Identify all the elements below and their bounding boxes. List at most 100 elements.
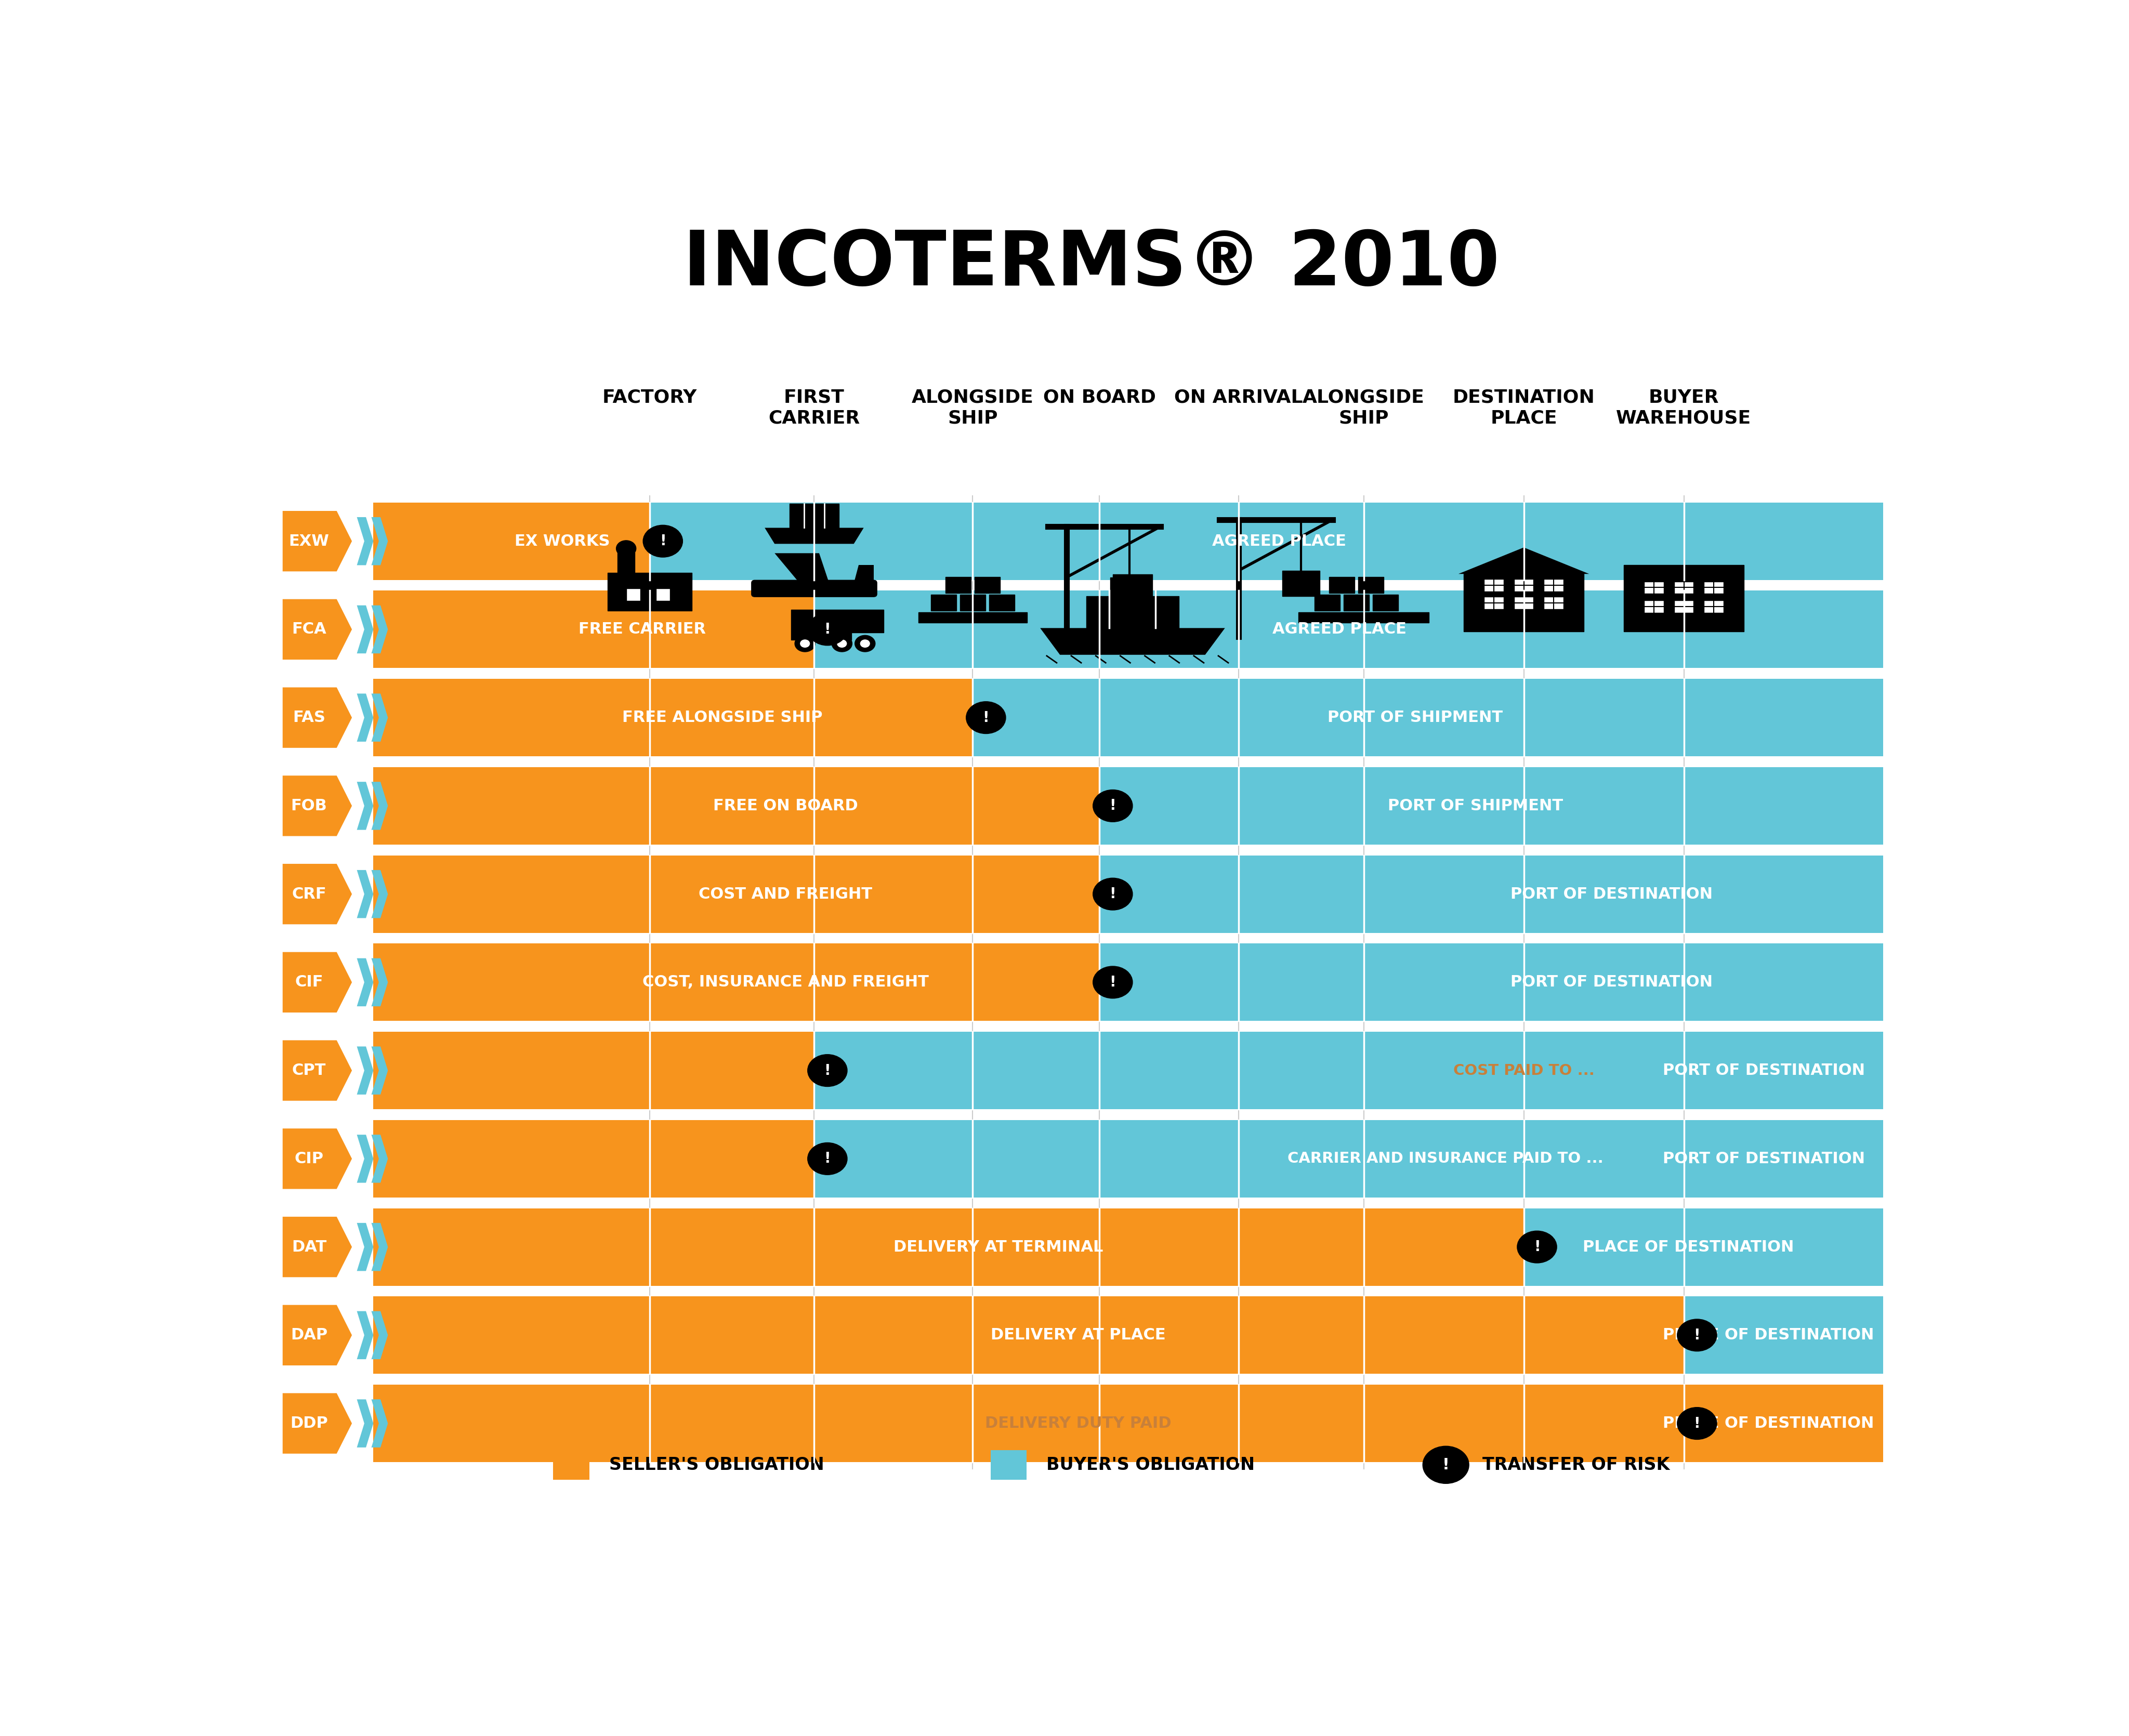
FancyBboxPatch shape bbox=[813, 590, 1882, 668]
FancyBboxPatch shape bbox=[373, 944, 1099, 1021]
FancyBboxPatch shape bbox=[930, 594, 956, 611]
Polygon shape bbox=[283, 1040, 351, 1101]
Circle shape bbox=[1422, 1446, 1469, 1484]
FancyBboxPatch shape bbox=[1624, 566, 1744, 575]
Polygon shape bbox=[358, 1047, 373, 1094]
FancyBboxPatch shape bbox=[617, 552, 634, 573]
Polygon shape bbox=[358, 958, 373, 1007]
Text: CIP: CIP bbox=[294, 1151, 324, 1167]
FancyBboxPatch shape bbox=[1684, 1297, 1882, 1373]
Polygon shape bbox=[370, 606, 387, 653]
FancyBboxPatch shape bbox=[1524, 1208, 1882, 1286]
Text: !: ! bbox=[1441, 1457, 1450, 1472]
Text: FAS: FAS bbox=[292, 710, 326, 726]
FancyBboxPatch shape bbox=[1465, 575, 1584, 632]
Circle shape bbox=[837, 641, 847, 648]
Text: FREE CARRIER: FREE CARRIER bbox=[579, 621, 707, 637]
FancyBboxPatch shape bbox=[945, 576, 971, 594]
FancyBboxPatch shape bbox=[1644, 601, 1663, 613]
FancyBboxPatch shape bbox=[373, 1297, 1684, 1373]
FancyBboxPatch shape bbox=[1099, 767, 1882, 845]
FancyBboxPatch shape bbox=[373, 590, 813, 668]
Circle shape bbox=[1092, 878, 1133, 910]
FancyBboxPatch shape bbox=[373, 679, 973, 757]
FancyBboxPatch shape bbox=[990, 594, 1016, 611]
Circle shape bbox=[807, 1054, 847, 1087]
FancyBboxPatch shape bbox=[1113, 575, 1152, 595]
Text: DDP: DDP bbox=[290, 1417, 328, 1430]
Text: CARRIER AND INSURANCE PAID TO ...: CARRIER AND INSURANCE PAID TO ... bbox=[1288, 1151, 1603, 1167]
Polygon shape bbox=[283, 951, 351, 1012]
FancyBboxPatch shape bbox=[975, 576, 1001, 594]
Text: FREE ON BOARD: FREE ON BOARD bbox=[713, 799, 858, 814]
Text: PORT OF DESTINATION: PORT OF DESTINATION bbox=[1663, 1151, 1865, 1167]
FancyBboxPatch shape bbox=[1644, 582, 1663, 594]
Text: BUYER
WAREHOUSE: BUYER WAREHOUSE bbox=[1616, 389, 1752, 427]
Text: DESTINATION
PLACE: DESTINATION PLACE bbox=[1452, 389, 1595, 427]
Text: SELLER'S OBLIGATION: SELLER'S OBLIGATION bbox=[609, 1457, 824, 1474]
Text: INCOTERMS® 2010: INCOTERMS® 2010 bbox=[683, 227, 1499, 300]
Circle shape bbox=[807, 613, 847, 646]
FancyBboxPatch shape bbox=[1086, 595, 1179, 628]
Polygon shape bbox=[283, 865, 351, 924]
FancyBboxPatch shape bbox=[1514, 580, 1533, 592]
Polygon shape bbox=[283, 599, 351, 660]
Text: !: ! bbox=[1109, 976, 1116, 990]
Polygon shape bbox=[358, 517, 373, 566]
Polygon shape bbox=[358, 870, 373, 918]
Text: COST PAID TO ...: COST PAID TO ... bbox=[1454, 1062, 1595, 1078]
Text: !: ! bbox=[984, 710, 990, 726]
Text: ALONGSIDE
SHIP: ALONGSIDE SHIP bbox=[911, 389, 1035, 427]
FancyBboxPatch shape bbox=[1099, 856, 1882, 932]
Polygon shape bbox=[764, 528, 864, 543]
Text: AGREED PLACE: AGREED PLACE bbox=[1273, 621, 1407, 637]
Polygon shape bbox=[370, 870, 387, 918]
Text: FOB: FOB bbox=[292, 799, 328, 814]
Polygon shape bbox=[1458, 547, 1588, 575]
Polygon shape bbox=[370, 1222, 387, 1271]
Polygon shape bbox=[775, 554, 828, 583]
Circle shape bbox=[1092, 967, 1133, 998]
Text: PLACE OF DESTINATION: PLACE OF DESTINATION bbox=[1663, 1417, 1874, 1430]
FancyBboxPatch shape bbox=[656, 589, 671, 601]
Text: ALONGSIDE
SHIP: ALONGSIDE SHIP bbox=[1303, 389, 1424, 427]
Text: PORT OF DESTINATION: PORT OF DESTINATION bbox=[1509, 974, 1712, 990]
Polygon shape bbox=[370, 1135, 387, 1182]
FancyBboxPatch shape bbox=[1703, 601, 1724, 613]
Polygon shape bbox=[358, 1311, 373, 1359]
Polygon shape bbox=[358, 781, 373, 830]
Polygon shape bbox=[370, 517, 387, 566]
FancyBboxPatch shape bbox=[1484, 580, 1503, 592]
Text: ON BOARD: ON BOARD bbox=[1043, 389, 1156, 406]
Text: BUYER'S OBLIGATION: BUYER'S OBLIGATION bbox=[1047, 1457, 1256, 1474]
FancyBboxPatch shape bbox=[1328, 576, 1354, 594]
Circle shape bbox=[794, 635, 815, 651]
FancyBboxPatch shape bbox=[960, 594, 986, 611]
Circle shape bbox=[1092, 790, 1133, 821]
FancyBboxPatch shape bbox=[852, 609, 884, 632]
FancyBboxPatch shape bbox=[790, 503, 839, 528]
Text: CPT: CPT bbox=[292, 1062, 326, 1078]
Polygon shape bbox=[370, 1047, 387, 1094]
FancyBboxPatch shape bbox=[1514, 597, 1533, 609]
FancyBboxPatch shape bbox=[373, 767, 1099, 845]
Circle shape bbox=[1678, 1319, 1716, 1351]
Circle shape bbox=[967, 701, 1005, 734]
FancyBboxPatch shape bbox=[1624, 575, 1744, 632]
FancyBboxPatch shape bbox=[1673, 601, 1693, 613]
Circle shape bbox=[615, 540, 637, 557]
FancyBboxPatch shape bbox=[1673, 582, 1693, 594]
Text: !: ! bbox=[824, 1062, 830, 1078]
Text: PLACE OF DESTINATION: PLACE OF DESTINATION bbox=[1663, 1328, 1874, 1342]
Text: DELIVERY AT TERMINAL: DELIVERY AT TERMINAL bbox=[894, 1240, 1103, 1255]
FancyBboxPatch shape bbox=[373, 856, 1099, 932]
FancyBboxPatch shape bbox=[626, 589, 641, 601]
FancyBboxPatch shape bbox=[1299, 613, 1429, 623]
Text: DELIVERY DUTY PAID: DELIVERY DUTY PAID bbox=[986, 1417, 1171, 1430]
FancyBboxPatch shape bbox=[1282, 571, 1320, 595]
Text: PORT OF DESTINATION: PORT OF DESTINATION bbox=[1663, 1062, 1865, 1078]
Text: !: ! bbox=[824, 621, 830, 637]
FancyBboxPatch shape bbox=[1703, 582, 1724, 594]
Text: !: ! bbox=[824, 1151, 830, 1167]
Circle shape bbox=[860, 641, 869, 648]
